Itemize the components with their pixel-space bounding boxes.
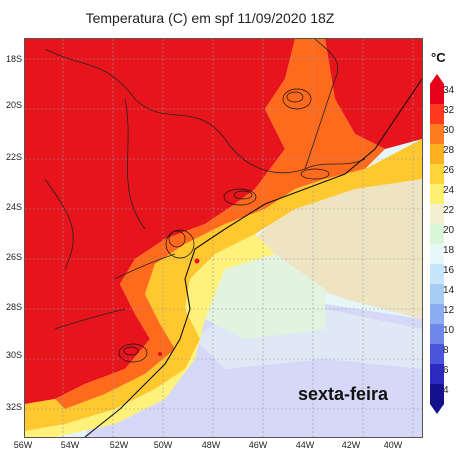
lat-label: 30S bbox=[5, 350, 22, 360]
colorbar-tick-label: 4 bbox=[443, 385, 449, 396]
colorbar bbox=[430, 74, 444, 414]
day-label: sexta-feira bbox=[298, 384, 389, 404]
colorbar-segment bbox=[430, 224, 444, 245]
colorbar-tick-label: 20 bbox=[443, 225, 455, 236]
state-borders bbox=[44, 39, 366, 330]
lat-label: 28S bbox=[5, 302, 22, 312]
colorbar-unit: °C bbox=[431, 50, 446, 65]
colorbar-segment bbox=[430, 324, 444, 345]
colorbar-tick-label: 8 bbox=[443, 345, 449, 356]
beige-ocean-region bbox=[255, 179, 422, 319]
colorbar-segment bbox=[430, 144, 444, 165]
colorbar-tick-label: 6 bbox=[443, 365, 449, 376]
yellow-band bbox=[25, 139, 422, 431]
colorbar-tick-label: 34 bbox=[443, 85, 455, 96]
temperature-map bbox=[24, 38, 423, 438]
lon-label: 46W bbox=[248, 440, 268, 450]
lon-label: 44W bbox=[295, 440, 315, 450]
coastline bbox=[84, 78, 422, 437]
lat-label: 18S bbox=[5, 54, 22, 64]
colorbar-segment bbox=[430, 384, 444, 405]
lat-label: 32S bbox=[5, 402, 22, 412]
colorbar-segment bbox=[430, 344, 444, 365]
colorbar-segment bbox=[430, 104, 444, 125]
hotspot-marker bbox=[194, 258, 200, 264]
lat-label: 24S bbox=[5, 202, 22, 212]
colorbar-tick-label: 16 bbox=[443, 265, 455, 276]
lat-label: 22S bbox=[5, 152, 22, 162]
colorbar-segment bbox=[430, 164, 444, 185]
topography-contours bbox=[118, 88, 330, 363]
colorbar-bottom-arrow bbox=[430, 404, 444, 414]
colorbar-tick-label: 18 bbox=[443, 245, 455, 256]
lon-label: 50W bbox=[153, 440, 173, 450]
colorbar-tick-label: 30 bbox=[443, 125, 455, 136]
lat-label: 26S bbox=[5, 252, 22, 262]
orange-band bbox=[55, 39, 385, 409]
colorbar-tick-label: 12 bbox=[443, 305, 455, 316]
colorbar-tick-label: 10 bbox=[443, 325, 455, 336]
colorbar-tick-label: 32 bbox=[443, 105, 455, 116]
map-title: Temperatura (C) em spf 11/09/2020 18Z bbox=[85, 10, 335, 26]
hotspot-marker bbox=[158, 352, 162, 356]
hot-land-region bbox=[25, 39, 295, 404]
lat-label: 20S bbox=[5, 100, 22, 110]
lon-label: 56W bbox=[13, 440, 33, 450]
lon-label: 52W bbox=[109, 440, 129, 450]
colorbar-segment bbox=[430, 244, 444, 265]
pale-yellow-band bbox=[25, 234, 275, 437]
northeast-hot-region bbox=[325, 39, 422, 149]
colorbar-segment bbox=[430, 204, 444, 225]
colorbar-tick-label: 26 bbox=[443, 165, 455, 176]
colorbar-segment bbox=[430, 84, 444, 105]
colorbar-segment bbox=[430, 264, 444, 285]
colorbar-top-arrow bbox=[430, 74, 444, 84]
colorbar-tick-label: 14 bbox=[443, 285, 455, 296]
colorbar-segment bbox=[430, 124, 444, 145]
colorbar-tick-label: 28 bbox=[443, 145, 455, 156]
colorbar-segment bbox=[430, 284, 444, 305]
lon-label: 42W bbox=[341, 440, 361, 450]
pale-green-ocean-region bbox=[205, 254, 325, 339]
lon-label: 40W bbox=[383, 440, 403, 450]
colorbar-tick-label: 24 bbox=[443, 185, 455, 196]
lon-label: 48W bbox=[201, 440, 221, 450]
lon-label: 54W bbox=[60, 440, 80, 450]
hotspot-marker bbox=[413, 107, 417, 111]
colorbar-segment bbox=[430, 364, 444, 385]
colorbar-segment bbox=[430, 304, 444, 325]
colorbar-segment bbox=[430, 184, 444, 205]
colorbar-tick-label: 22 bbox=[443, 205, 455, 216]
